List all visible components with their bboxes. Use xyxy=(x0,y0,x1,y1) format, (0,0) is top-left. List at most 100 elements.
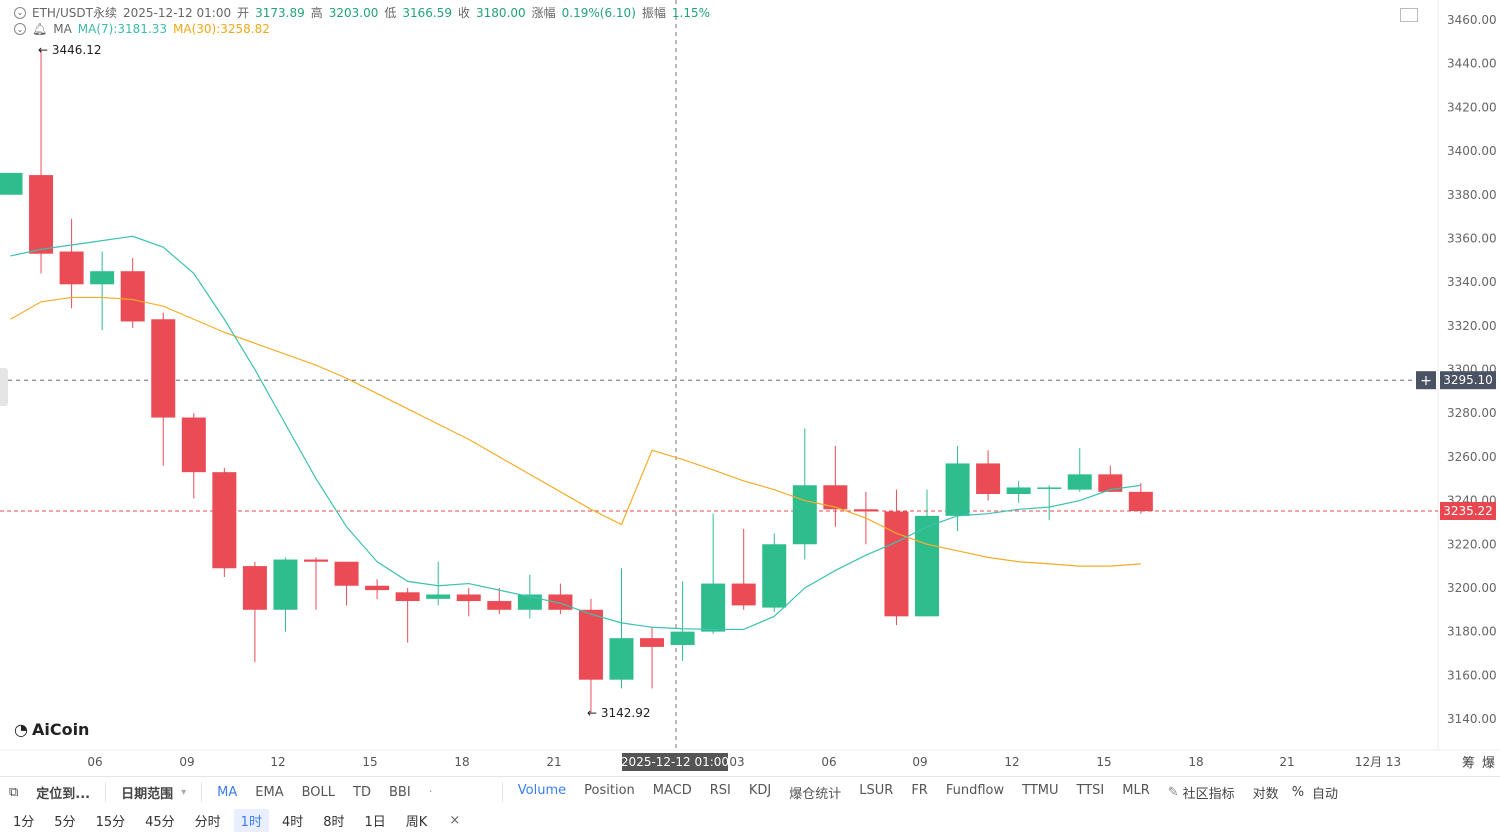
collapse-icon[interactable]: ⌄ xyxy=(14,6,26,19)
logo-icon: ◔ xyxy=(14,720,28,739)
candle-body xyxy=(59,251,84,285)
add-alert-button[interactable] xyxy=(1416,371,1436,390)
indicator-toolbar: ⧉ 定位到... 日期范围 ▾ MA EMA BOLL TD BBI · Volume P… xyxy=(0,776,1500,807)
subindicator-2[interactable]: MACD xyxy=(652,782,692,798)
y-tick-label: 3400.00 xyxy=(1447,144,1497,158)
candle-body xyxy=(884,511,909,617)
crosshair-price-label: 3295.10 xyxy=(1443,373,1493,387)
bell-icon[interactable]: 🔔︎ xyxy=(32,22,48,36)
fullscreen-icon[interactable] xyxy=(1400,8,1418,22)
low-label: 低 xyxy=(384,6,397,20)
interval-2[interactable]: 15分 xyxy=(95,814,126,830)
y-tick-label: 3440.00 xyxy=(1447,57,1497,71)
indicator-td[interactable]: TD xyxy=(353,784,371,800)
interval-0[interactable]: 1分 xyxy=(13,814,35,830)
candle-body xyxy=(456,594,481,602)
interval-3[interactable]: 45分 xyxy=(145,814,175,830)
close-icon[interactable]: × xyxy=(449,812,461,828)
more-icon[interactable]: · xyxy=(428,784,433,800)
low-value: 3166.59 xyxy=(402,5,453,20)
chip-distribution-button[interactable]: 筹 xyxy=(1462,755,1475,771)
y-tick-label: 3220.00 xyxy=(1447,537,1497,551)
subindicator-5[interactable]: 爆仓统计 xyxy=(789,786,842,802)
y-tick-label: 3260.00 xyxy=(1447,450,1497,464)
collapse-icon[interactable]: ⌄ xyxy=(14,23,26,35)
candle-body xyxy=(792,485,817,545)
y-tick-label: 3380.00 xyxy=(1447,188,1497,202)
chevron-down-icon[interactable]: ▾ xyxy=(181,786,187,798)
log-scale-button[interactable]: 对数 xyxy=(1252,786,1279,802)
indicator-boll[interactable]: BOLL xyxy=(301,784,336,800)
subindicator-9[interactable]: TTMU xyxy=(1022,782,1059,798)
candle-body xyxy=(426,594,451,599)
candle-body xyxy=(1006,487,1031,495)
last-price-label: 3235.22 xyxy=(1443,504,1493,518)
subindicator-6[interactable]: LSUR xyxy=(859,782,894,798)
side-panel-handle[interactable] xyxy=(0,368,8,406)
indicator-ema[interactable]: EMA xyxy=(255,784,284,800)
community-indicators-button[interactable]: 社区指标 xyxy=(1182,786,1235,802)
candlestick-chart[interactable]: 3460.00 3440.00 3420.00 3400.00 3380.00 3360.… xyxy=(0,0,1500,775)
x-tick-label: 18 xyxy=(454,755,469,769)
interval-8[interactable]: 1日 xyxy=(364,814,386,830)
candle-body xyxy=(976,463,1001,495)
subindicator-8[interactable]: Fundflow xyxy=(945,782,1005,798)
x-tick-label: 12 xyxy=(270,755,285,769)
subindicator-11[interactable]: MLR xyxy=(1122,782,1150,798)
candle-body xyxy=(365,585,390,591)
edit-icon[interactable]: ✎ xyxy=(1167,784,1179,800)
candle-body xyxy=(181,417,206,473)
subindicator-7[interactable]: FR xyxy=(911,782,928,798)
subindicator-0[interactable]: Volume xyxy=(517,782,567,798)
interval-6[interactable]: 4时 xyxy=(281,814,304,830)
y-tick-label: 3360.00 xyxy=(1447,231,1497,245)
candle-body xyxy=(853,509,878,512)
crosshair-time-label: 2025-12-12 01:00 xyxy=(621,755,729,769)
x-tick-label: 15 xyxy=(1096,755,1111,769)
candle-body xyxy=(90,271,115,285)
candle-body xyxy=(304,559,328,562)
x-tick-label: 21 xyxy=(1279,755,1294,769)
interval-4[interactable]: 分时 xyxy=(194,814,221,830)
candle-body xyxy=(731,583,756,606)
candle-body xyxy=(242,566,267,610)
liquidation-button[interactable]: 爆 xyxy=(1482,756,1495,771)
close-value: 3180.00 xyxy=(476,5,526,20)
y-tick-label: 3460.00 xyxy=(1447,13,1497,27)
auto-button[interactable]: 自动 xyxy=(1312,786,1339,802)
candle-body xyxy=(0,172,23,195)
interval-5[interactable]: 1时 xyxy=(233,808,269,832)
ohlc-legend: ⌄ ETH/USDT永续 2025-12-12 01:00 开 3173.89 高… xyxy=(14,4,710,21)
indicator-ma[interactable]: MA xyxy=(217,784,238,800)
candle-body xyxy=(915,515,939,617)
chart-area[interactable]: 3460.00 3440.00 3420.00 3400.00 3380.00 3360.… xyxy=(0,0,1500,775)
percent-button[interactable]: % xyxy=(1291,784,1305,800)
x-tick-label: 09 xyxy=(179,755,194,769)
interval-bar: 1分 5分 15分 45分 分时 1时 4时 8时 1日 周K × xyxy=(0,807,1500,833)
subindicator-4[interactable]: KDJ xyxy=(748,782,772,798)
candle-body xyxy=(151,319,176,418)
ma30-value: MA(30):3258.82 xyxy=(173,22,270,36)
change-label: 涨幅 xyxy=(531,6,556,20)
interval-9[interactable]: 周K xyxy=(405,814,428,830)
interval-7[interactable]: 8时 xyxy=(323,814,345,830)
x-tick-label: 06 xyxy=(87,755,102,769)
candle-body xyxy=(1098,474,1123,492)
date-range-button[interactable]: 日期范围 xyxy=(121,786,174,802)
subindicator-3[interactable]: RSI xyxy=(709,782,731,798)
aicoin-logo: ◔ AiCoin xyxy=(14,720,89,739)
plus-icon[interactable]: + xyxy=(1420,373,1432,389)
legend-datetime: 2025-12-12 01:00 xyxy=(122,5,232,20)
candle-body xyxy=(273,559,298,610)
subindicator-10[interactable]: TTSI xyxy=(1076,782,1105,798)
locate-icon[interactable]: ⧉ xyxy=(9,784,19,800)
locate-button[interactable]: 定位到... xyxy=(36,786,91,802)
y-tick-label: 3340.00 xyxy=(1447,275,1497,289)
subindicator-1[interactable]: Position xyxy=(584,782,635,798)
candle-body xyxy=(1037,487,1062,489)
x-tick-label: 21 xyxy=(546,755,561,769)
indicator-bbi[interactable]: BBI xyxy=(388,784,411,800)
interval-1[interactable]: 5分 xyxy=(54,814,76,830)
x-tick-label: 06 xyxy=(821,755,836,769)
candle-body xyxy=(487,601,512,610)
